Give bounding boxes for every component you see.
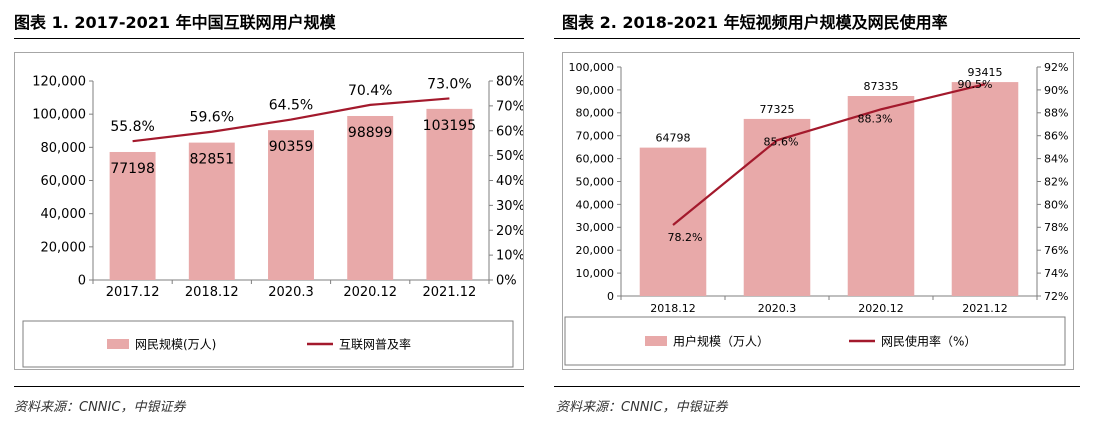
x-tick-label: 2020.12: [858, 302, 904, 315]
line-data-label: 78.2%: [668, 231, 703, 244]
y-left-tick-label: 40,000: [41, 207, 87, 222]
bar-data-label: 98899: [348, 125, 393, 141]
bar-data-label: 90359: [269, 139, 314, 155]
chart-2-frame: 0 10,000 20,000 30,000 40,000 50,000 60,000 70,…: [562, 52, 1074, 370]
x-tick-label: 2020.12: [343, 285, 397, 300]
y-right-tick-label: 90%: [1044, 84, 1068, 97]
bar: [188, 142, 235, 280]
bar: [639, 147, 707, 296]
bar: [268, 130, 314, 280]
y-right-tick-label: 74%: [1044, 267, 1068, 280]
bar: [347, 115, 394, 280]
y-left-tick-label: 80,000: [41, 141, 87, 156]
x-tick-label: 2018.12: [650, 302, 696, 315]
y-left-tick-label: 120,000: [32, 75, 86, 90]
bar-data-label: 103195: [423, 118, 476, 134]
line-series: [672, 83, 986, 226]
bar-data-label: 77325: [760, 103, 795, 116]
y-left-tick-label: 0: [78, 274, 86, 289]
line-series: [132, 97, 450, 143]
y-right-tick-label: 70%: [496, 99, 523, 114]
y-right-tick-label: 0%: [496, 274, 517, 289]
bar-data-label: 82851: [190, 152, 235, 168]
y-right-tick-label: 50%: [496, 149, 523, 164]
chart-1-title-rule: [14, 38, 524, 39]
x-tick-label: 2021.12: [962, 302, 1008, 315]
y-left-tick-label: 20,000: [41, 240, 87, 255]
line-data-label: 64.5%: [269, 98, 313, 114]
y-left-tick-label: 80,000: [576, 107, 615, 120]
legend-swatch-bar: [107, 339, 129, 349]
y-right-tick-label: 80%: [1044, 198, 1068, 211]
y-right-tick-label: 40%: [496, 174, 523, 189]
x-tick-label: 2017.12: [106, 285, 160, 300]
chart-2-source: 资料来源：CNNIC，中银证券: [556, 400, 728, 415]
y-left-tick-label: 10,000: [576, 267, 615, 280]
bar: [847, 96, 915, 296]
chart-1-frame: 0 20,000 40,000 60,000 80,000 100,000 120,000 0…: [14, 52, 524, 370]
y-left-tick-label: 40,000: [576, 198, 615, 211]
legend-label-bar: 用户规模（万人）: [673, 334, 769, 349]
y-right-tick-label: 72%: [1044, 290, 1068, 303]
y-right-tick-label: 86%: [1044, 130, 1068, 143]
y-right-tick-label: 84%: [1044, 152, 1068, 165]
y-left-tick-label: 50,000: [576, 175, 615, 188]
line-data-label: 59.6%: [190, 110, 234, 126]
chart-2-source-rule: [554, 386, 1080, 387]
chart-2-title: 图表 2. 2018-2021 年短视频用户规模及网民使用率: [562, 13, 948, 32]
y-left-tick-label: 20,000: [576, 244, 615, 257]
y-right-tick-label: 76%: [1044, 244, 1068, 257]
line-data-label: 55.8%: [110, 119, 154, 135]
legend-label-line: 网民使用率（%）: [881, 334, 976, 349]
y-left-tick-label: 60,000: [576, 152, 615, 165]
y-left-tick-label: 0: [607, 290, 614, 303]
chart-1-source-rule: [14, 386, 524, 387]
bar-data-label: 64798: [656, 132, 691, 145]
chart-2-svg: 0 10,000 20,000 30,000 40,000 50,000 60,000 70,…: [564, 61, 1068, 366]
y-left-tick-label: 100,000: [569, 61, 615, 74]
y-right-tick-label: 88%: [1044, 107, 1068, 120]
line-data-label: 73.0%: [427, 76, 471, 92]
y-right-tick-label: 20%: [496, 224, 523, 239]
line-data-label: 90.5%: [958, 78, 993, 91]
y-right-tick-label: 82%: [1044, 175, 1068, 188]
chart-1-source: 资料来源：CNNIC，中银证券: [14, 400, 186, 415]
y-left-tick-label: 60,000: [41, 174, 87, 189]
bar-data-label: 87335: [864, 80, 899, 93]
y-right-tick-label: 10%: [496, 249, 523, 264]
y-right-tick-label: 80%: [496, 75, 523, 90]
line-data-label: 88.3%: [858, 112, 893, 125]
legend-box: [564, 316, 1066, 366]
y-right-tick-label: 30%: [496, 199, 523, 214]
x-tick-label: 2020.3: [758, 302, 797, 315]
bar-data-label: 77198: [110, 161, 155, 177]
legend-swatch-bar: [645, 336, 667, 346]
bar: [951, 82, 1019, 296]
bar: [426, 108, 473, 280]
y-left-tick-label: 70,000: [576, 130, 615, 143]
legend-label-line: 互联网普及率: [339, 337, 411, 352]
x-tick-label: 2020.3: [268, 285, 314, 300]
y-left-tick-label: 90,000: [576, 84, 615, 97]
y-left-tick-label: 100,000: [32, 108, 86, 123]
x-tick-label: 2018.12: [185, 285, 239, 300]
y-right-tick-label: 78%: [1044, 221, 1068, 234]
y-left-tick-label: 30,000: [576, 221, 615, 234]
legend-box: [22, 320, 514, 368]
y-right-tick-label: 60%: [496, 124, 523, 139]
line-data-label: 70.4%: [348, 83, 392, 99]
chart-1-svg: 0 20,000 40,000 60,000 80,000 100,000 120,000 0…: [22, 75, 523, 368]
bar: [743, 118, 811, 296]
y-right-tick-label: 92%: [1044, 61, 1068, 74]
chart-2-title-rule: [554, 38, 1080, 39]
chart-1-title: 图表 1. 2017-2021 年中国互联网用户规模: [14, 13, 336, 32]
x-tick-label: 2021.12: [423, 285, 477, 300]
bar: [109, 151, 156, 280]
line-data-label: 85.6%: [764, 135, 799, 148]
bar-data-label: 93415: [968, 66, 1003, 79]
legend-label-bar: 网民规模(万人): [135, 337, 216, 352]
